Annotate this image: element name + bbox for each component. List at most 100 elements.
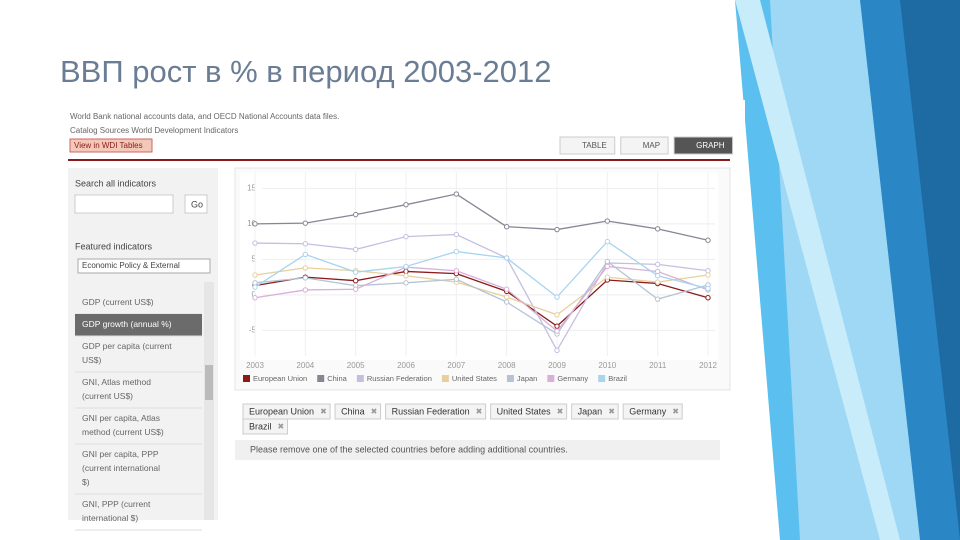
chip-remove[interactable]: ✖ <box>672 407 679 416</box>
tab-label[interactable]: TABLE <box>582 141 607 150</box>
plot-bg <box>240 172 718 360</box>
scrollbar <box>204 282 214 520</box>
country-chip[interactable] <box>385 403 487 420</box>
decor <box>735 0 800 540</box>
point <box>352 211 359 218</box>
y-tick-label: 15 <box>247 183 256 192</box>
indicator[interactable]: GNI, PPP (current international $) <box>82 499 151 523</box>
country-chip-label[interactable]: Russian Federation <box>392 406 470 416</box>
chip-remove[interactable]: ✖ <box>371 407 378 416</box>
x-tick-label: 2003 <box>246 361 264 370</box>
tab-label[interactable]: GRAPH <box>696 141 725 150</box>
point <box>302 241 309 247</box>
point <box>302 265 309 271</box>
view-button[interactable]: View in WDI Tables <box>74 141 143 150</box>
tab[interactable] <box>620 136 669 155</box>
message-bar <box>235 440 720 460</box>
country-chip-label[interactable]: Germany <box>629 406 667 416</box>
message: Please remove one of the selected countr… <box>250 444 568 454</box>
tab[interactable] <box>559 136 616 155</box>
point <box>252 221 258 227</box>
country-chip[interactable] <box>571 403 619 420</box>
chip-remove[interactable]: ✖ <box>278 422 285 431</box>
series-line <box>254 233 709 352</box>
series-line <box>254 270 709 327</box>
indicator-selected-bg <box>75 314 202 336</box>
series-line <box>254 193 709 241</box>
x-tick-label: 2012 <box>699 361 717 370</box>
country-chip-label[interactable]: Japan <box>578 406 603 416</box>
point <box>252 240 258 246</box>
dropdown-bg[interactable] <box>77 258 211 274</box>
point <box>654 268 661 275</box>
y-tick-label: 0 <box>252 290 257 299</box>
point <box>403 263 409 270</box>
point <box>403 280 409 286</box>
chip-remove[interactable]: ✖ <box>557 407 564 416</box>
point <box>453 276 460 282</box>
indicator[interactable]: GDP per capita (current US$) <box>82 341 172 365</box>
point <box>554 328 560 334</box>
go-button[interactable]: Go <box>191 199 203 209</box>
x-tick-label: 2006 <box>397 361 415 370</box>
featured-label: Featured indicators <box>75 241 153 251</box>
country-chip[interactable] <box>622 403 683 420</box>
decor <box>900 0 960 540</box>
point <box>654 226 661 232</box>
series-line <box>254 240 709 298</box>
point <box>503 294 510 300</box>
indicator[interactable]: GNI per capita, Atlas method (current US$… <box>82 413 164 437</box>
chip-remove[interactable]: ✖ <box>476 407 483 416</box>
indicator[interactable]: GNI, Atlas method (current US$) <box>82 377 151 401</box>
point <box>705 268 711 274</box>
chip-remove[interactable]: ✖ <box>608 407 615 416</box>
series-line <box>254 265 709 333</box>
point <box>403 201 409 208</box>
chip-remove[interactable]: ✖ <box>320 407 327 416</box>
point <box>554 294 560 300</box>
tab[interactable] <box>673 136 734 155</box>
legend-swatch <box>243 375 250 382</box>
scroll-thumb <box>205 365 213 400</box>
point <box>503 286 510 292</box>
search-input[interactable] <box>74 194 174 214</box>
indicator[interactable]: GNI per capita, PPP (current internationa… <box>82 449 160 487</box>
point <box>352 277 359 284</box>
country-chip-label[interactable]: Brazil <box>249 421 272 431</box>
indicator[interactable]: GDP growth (annual %) <box>82 319 172 329</box>
point <box>604 263 611 270</box>
country-chip[interactable] <box>242 418 289 435</box>
point <box>503 255 510 261</box>
point <box>302 275 309 281</box>
legend-label: European Union <box>253 374 307 383</box>
y-tick-label: -5 <box>249 326 257 335</box>
point <box>554 347 560 354</box>
country-chip-label[interactable]: United States <box>497 406 552 416</box>
point <box>503 299 510 305</box>
x-tick-label: 2009 <box>548 361 566 370</box>
search-label: Search all indicators <box>75 178 157 188</box>
point <box>654 279 661 285</box>
country-chip[interactable] <box>334 403 382 420</box>
legend-swatch <box>506 375 514 382</box>
dropdown[interactable]: Economic Policy & External <box>82 261 180 270</box>
point <box>403 233 409 240</box>
indicator[interactable]: GDP (current US$) <box>82 297 154 307</box>
y-tick-label: 10 <box>247 219 256 228</box>
go-button-bg[interactable] <box>184 194 208 214</box>
legend-label: Brazil <box>608 374 627 383</box>
slide-title: ВВП рост в % в период 2003-2012 <box>60 54 551 89</box>
point <box>654 261 661 268</box>
point <box>453 248 460 255</box>
point <box>503 224 510 230</box>
point <box>705 285 711 292</box>
country-chip-label[interactable]: European Union <box>249 406 314 416</box>
x-tick-label: 2011 <box>649 361 667 370</box>
tab-label[interactable]: MAP <box>643 141 660 150</box>
x-tick-label: 2010 <box>598 361 616 370</box>
country-chip[interactable] <box>490 403 568 420</box>
point <box>604 238 611 245</box>
country-chip-label[interactable]: China <box>341 406 365 416</box>
point <box>554 312 560 318</box>
